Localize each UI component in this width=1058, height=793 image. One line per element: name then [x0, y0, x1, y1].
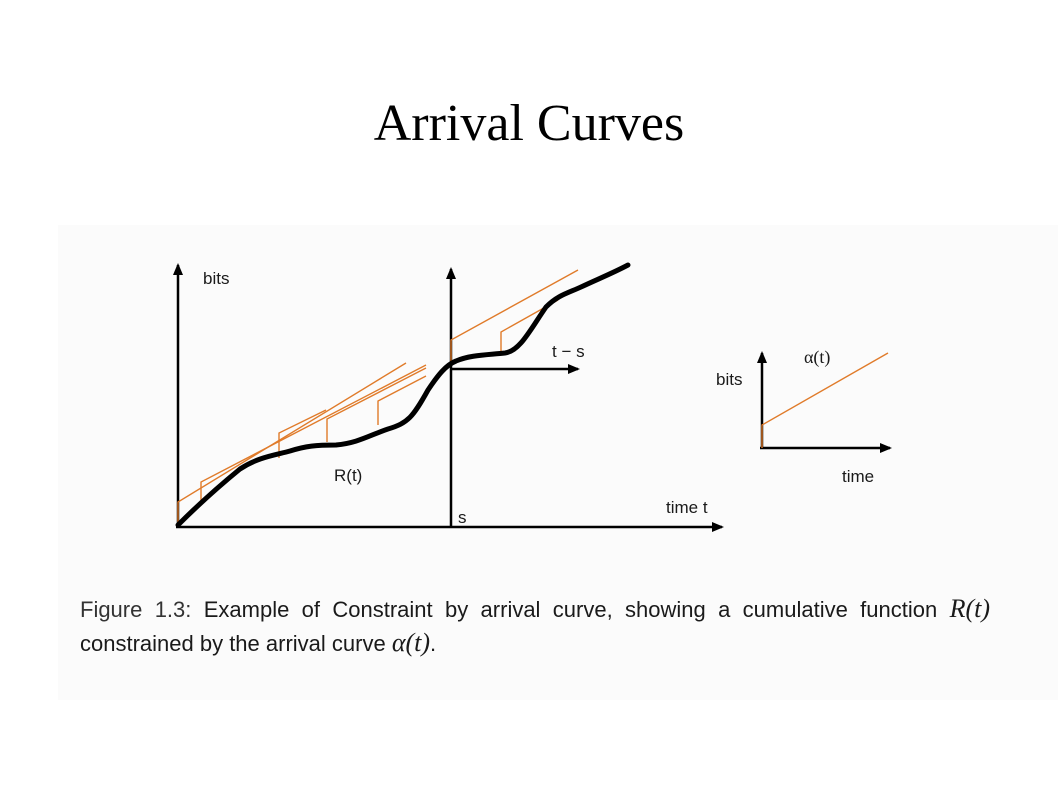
arrival-curve-copies — [177, 269, 579, 525]
slide-title: Arrival Curves — [373, 95, 685, 152]
figure-panel: bits time t s t − s R(t) bits time α(t) — [58, 225, 1058, 700]
arrival-curve-diagram: bits time t s t − s R(t) bits time α(t) — [173, 262, 892, 532]
cumulative-curve — [175, 262, 631, 528]
shifted-axis-label: t − s — [552, 342, 585, 361]
arrival-curve-copy-1 — [200, 364, 427, 501]
caption-figure-label: Figure 1.3: — [80, 597, 192, 622]
arrival-curve-copy-3 — [326, 367, 427, 442]
inset-curve-label: α(t) — [804, 347, 830, 368]
figure-caption: Figure 1.3: Example of Constraint by arr… — [80, 592, 990, 660]
cumulative-curve-label: R(t) — [334, 466, 362, 485]
caption-math-alpha: α(t) — [391, 628, 431, 657]
caption-text-end: . — [430, 631, 437, 656]
arrival-curve-copy-6 — [500, 299, 559, 353]
inset-arrival-curve — [761, 352, 889, 448]
arrival-curve-copy-5 — [450, 269, 579, 363]
arrival-curve-copy-2 — [278, 409, 327, 458]
inset-x-axis-label: time — [842, 467, 874, 486]
main-y-axis-label: bits — [203, 269, 229, 288]
main-x-axis-label: time t — [666, 498, 708, 517]
arrival-curve-main — [177, 362, 407, 525]
caption-text-1: Example of Constraint by arrival curve, … — [203, 597, 938, 622]
caption-text-2: constrained by the arrival curve — [80, 631, 386, 656]
caption-math-r: R(t) — [949, 594, 990, 623]
arrival-curve-copy-4 — [377, 375, 427, 425]
inset-plot: bits time α(t) — [716, 347, 892, 486]
s-label: s — [458, 508, 467, 527]
inset-y-axis-label: bits — [716, 370, 742, 389]
